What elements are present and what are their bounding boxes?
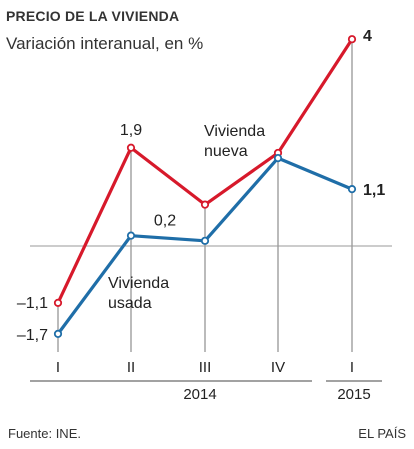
x-tick-label: I xyxy=(350,359,354,376)
data-label: 4 xyxy=(363,28,372,45)
series-label: usada xyxy=(108,295,152,312)
data-point xyxy=(126,231,136,240)
series-label: Vivienda xyxy=(204,123,265,140)
data-label: –1,1 xyxy=(17,295,48,312)
data-point xyxy=(126,143,136,152)
data-point xyxy=(347,35,357,44)
data-point xyxy=(273,154,283,163)
x-tick-label: III xyxy=(199,359,212,376)
data-label: 0,2 xyxy=(154,213,176,230)
series-label: nueva xyxy=(204,143,248,160)
chart-title: PRECIO DE LA VIVIENDA xyxy=(6,8,180,24)
data-point xyxy=(53,298,63,307)
data-point xyxy=(347,185,357,194)
x-tick-label: II xyxy=(127,359,135,376)
data-point xyxy=(53,329,63,338)
series-label: Vivienda xyxy=(108,275,169,292)
chart-subtitle: Variación interanual, en % xyxy=(6,34,204,53)
year-label: 2014 xyxy=(183,386,216,403)
x-tick-label: IV xyxy=(271,359,285,376)
data-point xyxy=(200,200,210,209)
publisher-logo: EL PAÍS xyxy=(358,426,406,441)
data-label: 1,9 xyxy=(120,122,142,139)
data-label: 1,1 xyxy=(363,182,385,199)
data-point xyxy=(200,236,210,245)
source-note: Fuente: INE. xyxy=(8,426,81,441)
x-tick-label: I xyxy=(56,359,60,376)
year-label: 2015 xyxy=(337,386,370,403)
data-label: –1,7 xyxy=(17,327,48,344)
